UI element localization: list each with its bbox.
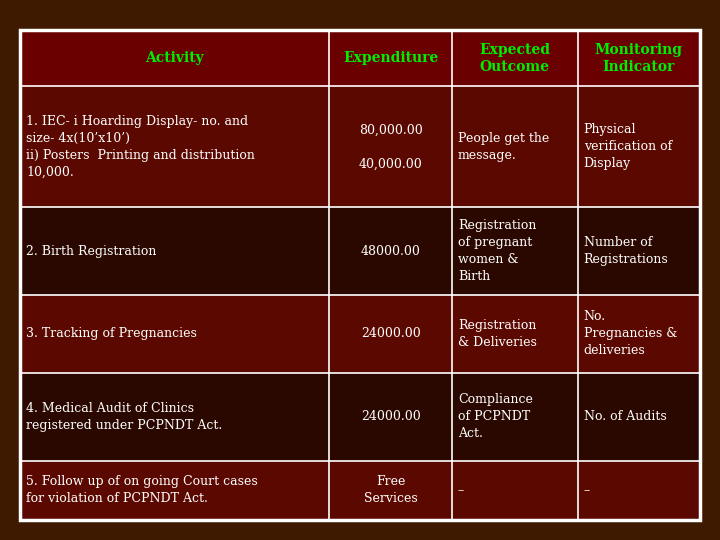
Text: 48000.00: 48000.00	[361, 245, 420, 258]
Bar	[20, 461, 700, 520]
Text: 5. Follow up of on going Court cases
for violation of PCPNDT Act.: 5. Follow up of on going Court cases for…	[26, 475, 258, 505]
Text: Activity: Activity	[145, 51, 204, 65]
Text: –: –	[584, 484, 590, 497]
Text: Compliance
of PCPNDT
Act.: Compliance of PCPNDT Act.	[458, 394, 533, 441]
Text: Number of
Registrations: Number of Registrations	[584, 236, 668, 266]
Text: 4. Medical Audit of Clinics
registered under PCPNDT Act.: 4. Medical Audit of Clinics registered u…	[26, 402, 222, 432]
Text: No.
Pregnancies &
deliveries: No. Pregnancies & deliveries	[584, 310, 677, 357]
Text: 24000.00: 24000.00	[361, 327, 420, 341]
Text: 24000.00: 24000.00	[361, 410, 420, 423]
Text: Expenditure: Expenditure	[343, 51, 438, 65]
Bar	[20, 295, 700, 373]
Text: Expected
Outcome: Expected Outcome	[480, 43, 550, 74]
Bar	[20, 86, 700, 207]
Text: Physical
verification of
Display: Physical verification of Display	[584, 123, 672, 170]
Bar	[20, 30, 700, 86]
Text: Free
Services: Free Services	[364, 475, 418, 505]
Text: Registration
of pregnant
women &
Birth: Registration of pregnant women & Birth	[458, 219, 536, 283]
Text: 3. Tracking of Pregnancies: 3. Tracking of Pregnancies	[26, 327, 197, 341]
Text: People get the
message.: People get the message.	[458, 132, 549, 162]
Text: No. of Audits: No. of Audits	[584, 410, 666, 423]
Bar	[20, 373, 700, 461]
Text: –: –	[458, 484, 464, 497]
Bar	[20, 207, 700, 295]
Text: 1. IEC- i Hoarding Display- no. and
size- 4x(10’x10’)
ii) Posters  Printing and : 1. IEC- i Hoarding Display- no. and size…	[26, 115, 255, 179]
Text: Monitoring
Indicator: Monitoring Indicator	[595, 43, 683, 74]
Text: 80,000.00

40,000.00: 80,000.00 40,000.00	[359, 123, 423, 170]
Text: 2. Birth Registration: 2. Birth Registration	[26, 245, 156, 258]
Text: Registration
& Deliveries: Registration & Deliveries	[458, 319, 536, 349]
